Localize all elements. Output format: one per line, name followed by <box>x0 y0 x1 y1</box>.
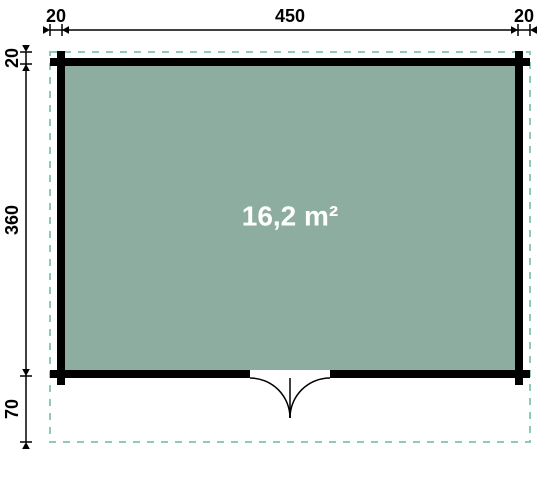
dim-top-left: 20 <box>46 6 66 26</box>
dim-left-main: 360 <box>2 205 22 235</box>
dim-left-top: 20 <box>2 48 22 68</box>
door-icon <box>250 378 330 418</box>
dim-top-main: 450 <box>275 6 305 26</box>
dim-top-right: 20 <box>514 6 534 26</box>
area-label: 16,2 m² <box>242 200 339 231</box>
dim-left-bottom: 70 <box>2 399 22 419</box>
